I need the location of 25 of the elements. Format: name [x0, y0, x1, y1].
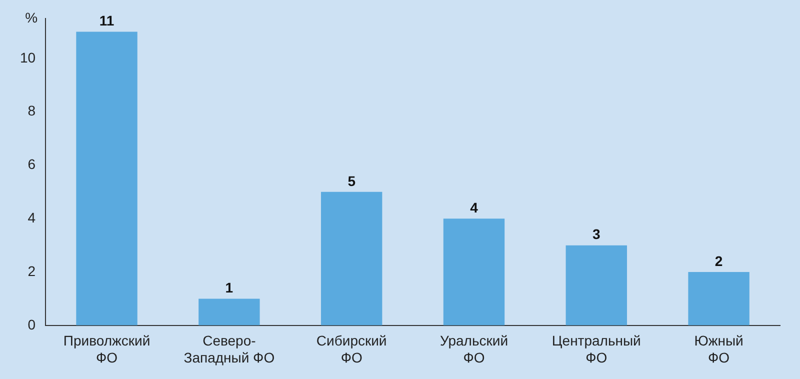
- y-tick-label: 6: [28, 156, 36, 172]
- y-tick-label: 10: [20, 49, 36, 66]
- data-label: 11: [99, 12, 114, 29]
- bar: [566, 245, 627, 326]
- bar: [443, 218, 505, 326]
- y-axis-title: %: [25, 9, 38, 26]
- y-tick-label: 2: [28, 262, 36, 279]
- x-tick-label: Северо- Западный ФО: [184, 332, 275, 366]
- data-label: 1: [225, 280, 234, 296]
- bar: [198, 298, 260, 326]
- x-tick-label: Центральный ФО: [552, 332, 641, 366]
- x-tick-label: Приволжский ФО: [63, 332, 150, 366]
- x-tick-label: Уральский ФО: [440, 332, 508, 366]
- bar: [688, 272, 750, 326]
- y-tick-label: 8: [28, 102, 36, 119]
- data-label: 2: [714, 252, 723, 269]
- data-label: 4: [470, 199, 478, 216]
- data-label: 5: [348, 172, 356, 189]
- bar: [320, 192, 382, 326]
- y-tick-label: 0: [28, 316, 36, 332]
- x-tick-label: Сибирский ФО: [316, 332, 387, 366]
- data-label: 3: [592, 226, 600, 242]
- x-tick-label: Южный ФО: [694, 332, 744, 366]
- bar: [76, 32, 138, 326]
- y-tick-label: 4: [28, 209, 36, 226]
